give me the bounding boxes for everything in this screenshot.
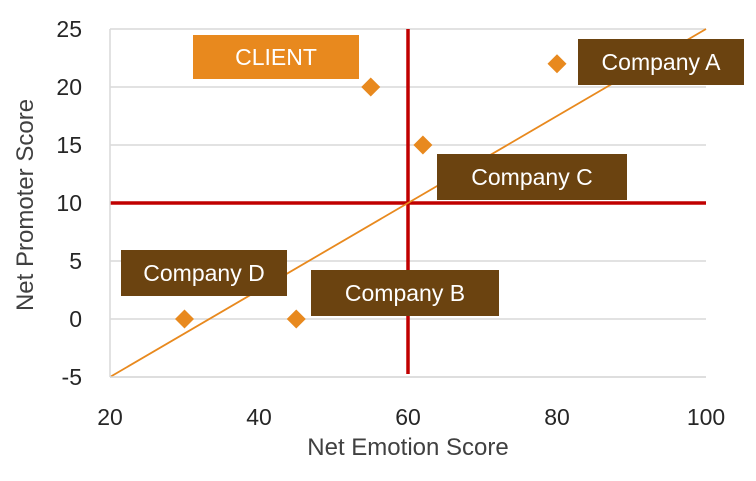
x-tick-label: 40 [246,404,272,430]
x-tick-label: 60 [395,404,421,430]
data-point-marker [175,309,194,329]
data-label-box [311,270,499,316]
data-label: CLIENT [235,44,317,70]
data-label: Company C [471,164,592,190]
data-label-box [121,250,287,296]
x-tick-label: 80 [544,404,570,430]
y-tick-label: 20 [56,74,82,100]
x-tick-label: 20 [97,404,123,430]
point-labels: CLIENT Company A Company C Company D Company… [121,35,744,316]
data-point-marker [286,309,306,329]
x-tick-label: 100 [687,404,725,430]
y-tick-label: 25 [56,16,82,42]
data-point-marker [547,54,567,74]
data-point-marker [361,77,381,97]
y-tick-label: 0 [69,306,82,332]
data-label: Company D [143,260,264,286]
x-axis-title: Net Emotion Score [307,434,508,461]
data-points [175,54,567,329]
data-point-marker [413,135,433,155]
y-tick-label: 15 [56,132,82,158]
data-label: Company A [602,49,722,75]
data-label-box [193,35,359,79]
y-tick-label: -5 [62,364,82,390]
y-tick-labels: -5 0 5 10 15 20 25 [56,16,82,390]
trendline-group [109,28,707,378]
axes [109,29,706,378]
data-label-box [437,154,627,200]
data-label-box [578,39,744,85]
y-axis-title: Net Promoter Score [12,99,39,311]
y-tick-label: 5 [69,248,82,274]
trendline [109,28,707,378]
data-label: Company B [345,280,465,306]
y-tick-label: 10 [56,190,82,216]
x-tick-labels: 20 40 60 80 100 [97,404,725,430]
